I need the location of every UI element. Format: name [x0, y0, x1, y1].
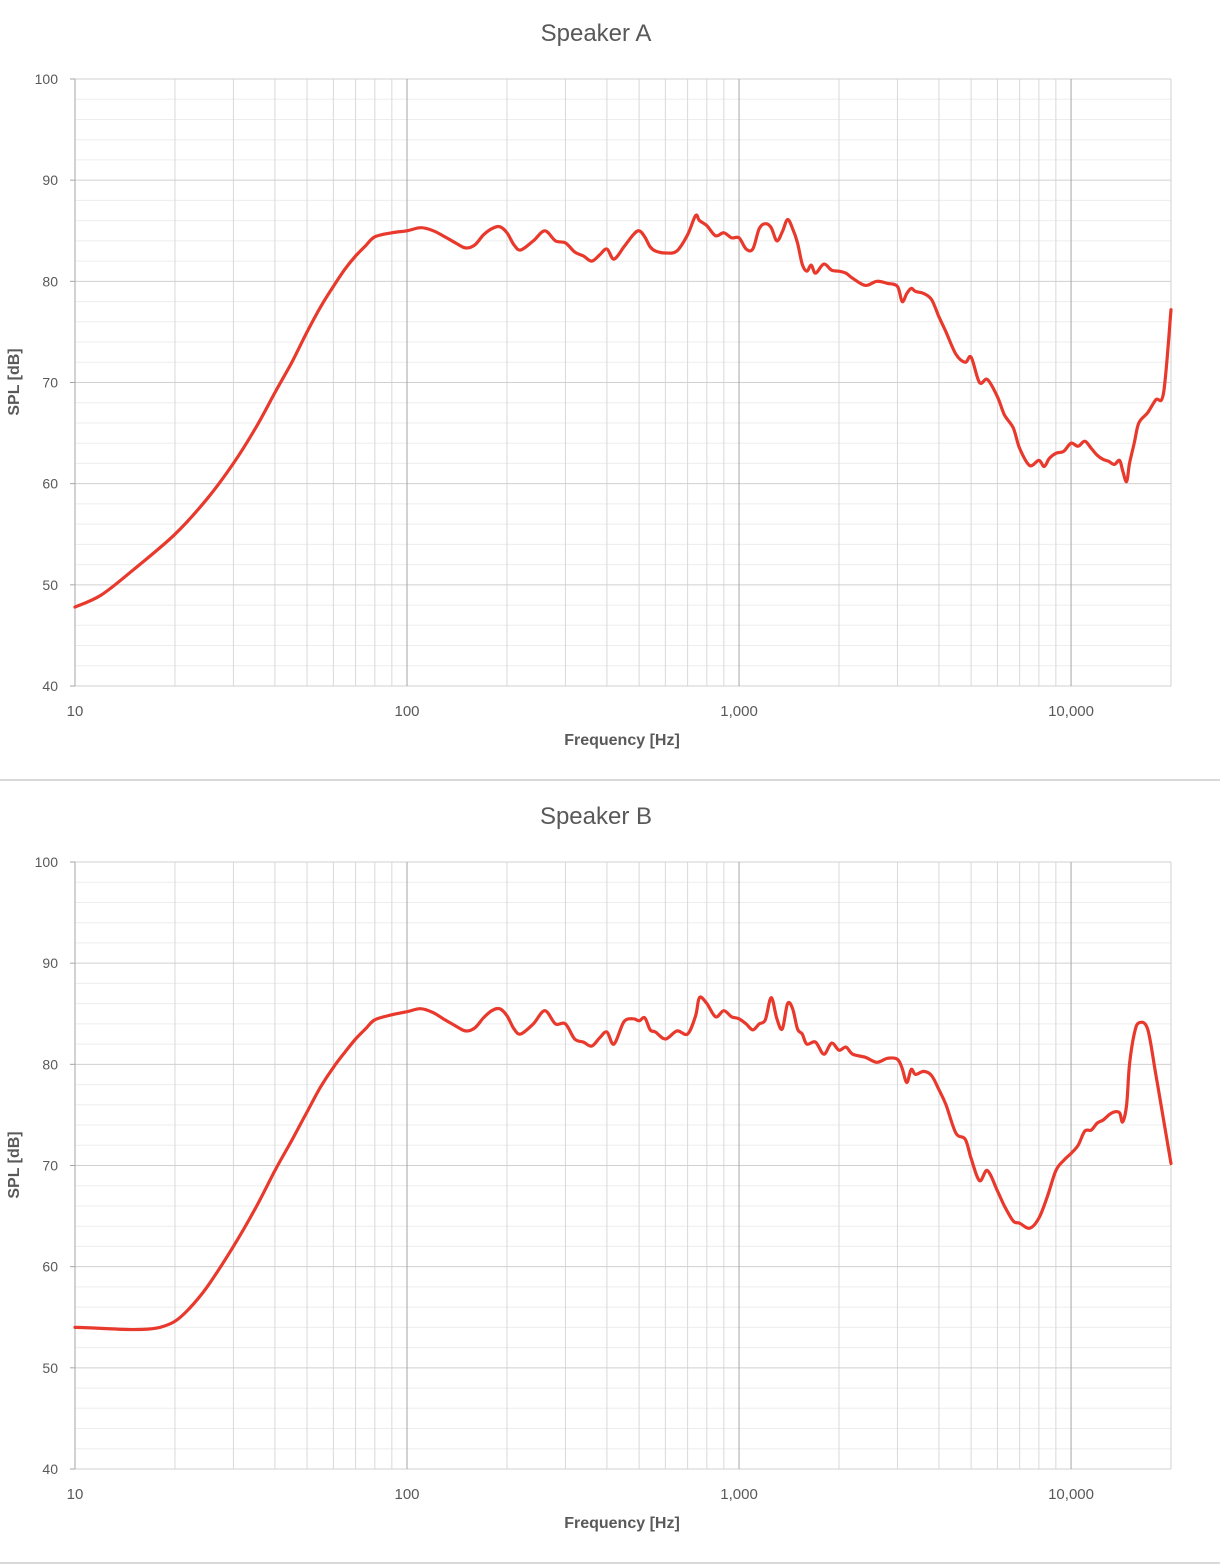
x-tick-label: 10,000 — [1048, 703, 1094, 720]
spl-chart-speaker-a: 40 50 60 70 80 90 100 10 100 1,000 10,000 Speaker… — [6, 20, 1173, 749]
x-tick-label: 100 — [395, 1486, 420, 1503]
y-tick-label: 80 — [42, 1056, 58, 1072]
x-tick-label: 10,000 — [1048, 1486, 1094, 1503]
y-tick-label: 50 — [42, 1360, 58, 1376]
grid — [70, 78, 1172, 687]
x-tick-label: 1,000 — [720, 1486, 758, 1503]
y-tick-label: 90 — [42, 172, 58, 188]
grid — [70, 861, 1172, 1470]
y-axis-ticks: 40 50 60 70 80 90 100 — [35, 854, 59, 1477]
y-tick-label: 90 — [42, 955, 58, 971]
y-axis-label: SPL [dB] — [6, 348, 23, 415]
y-tick-label: 80 — [42, 273, 58, 289]
chart-title: Speaker A — [541, 20, 652, 47]
y-tick-label: 60 — [42, 1259, 58, 1275]
series-layer — [73, 995, 1173, 1332]
y-tick-label: 60 — [42, 476, 58, 492]
y-axis-label: SPL [dB] — [6, 1131, 23, 1198]
y-tick-label: 100 — [35, 71, 59, 87]
x-tick-label: 10 — [67, 703, 84, 720]
y-tick-label: 70 — [42, 375, 58, 391]
y-axis-ticks: 40 50 60 70 80 90 100 — [35, 71, 59, 694]
y-tick-label: 40 — [42, 678, 58, 694]
chart-panel-speaker-b: 40 50 60 70 80 90 100 10 100 1,000 10,000 Speaker… — [0, 783, 1220, 1563]
y-tick-label: 40 — [42, 1461, 58, 1477]
x-axis-label: Frequency [Hz] — [564, 732, 680, 749]
y-tick-label: 50 — [42, 577, 58, 593]
spl-chart-speaker-b: 40 50 60 70 80 90 100 10 100 1,000 10,000 Speaker… — [6, 803, 1173, 1532]
spl-series-line — [73, 995, 1173, 1332]
y-tick-label: 70 — [42, 1158, 58, 1174]
x-tick-label: 100 — [395, 703, 420, 720]
chart-panel-speaker-a: 40 50 60 70 80 90 100 10 100 1,000 10,000 Speaker… — [0, 0, 1220, 780]
chart-title: Speaker B — [540, 803, 652, 830]
spl-series-line — [73, 213, 1173, 609]
series-layer — [73, 213, 1173, 609]
x-axis-ticks: 10 100 1,000 10,000 — [67, 703, 1094, 720]
x-axis-label: Frequency [Hz] — [564, 1515, 680, 1532]
panel-divider — [0, 1562, 1220, 1564]
panel-divider — [0, 779, 1220, 781]
x-tick-label: 1,000 — [720, 703, 758, 720]
x-tick-label: 10 — [67, 1486, 84, 1503]
y-tick-label: 100 — [35, 854, 59, 870]
x-axis-ticks: 10 100 1,000 10,000 — [67, 1486, 1094, 1503]
